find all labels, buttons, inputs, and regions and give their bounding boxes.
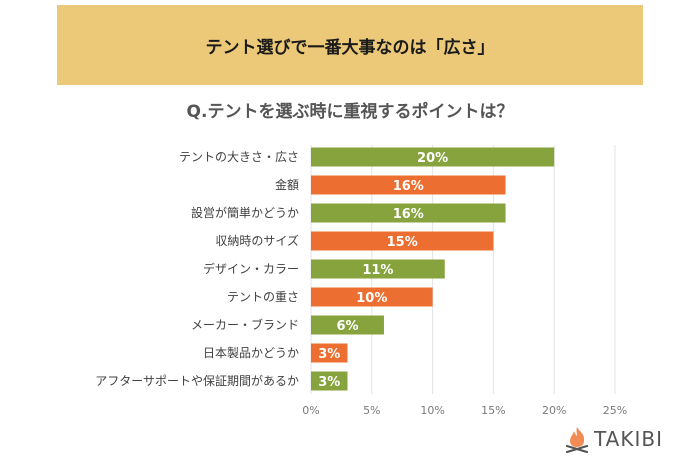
category-label: 収納時のサイズ [215, 233, 299, 248]
x-tick-labels: 0% 5% 10% 15% 20% 25% [302, 404, 627, 417]
logo-text: TAKIBI [594, 427, 663, 451]
takibi-logo: TAKIBI [564, 424, 663, 454]
bar [311, 175, 506, 195]
title-banner: テント選びで一番大事なのは「広さ」 [57, 5, 643, 85]
bar-value-label: 16% [393, 179, 424, 194]
campfire-icon [565, 427, 589, 453]
x-tick-label: 0% [302, 404, 319, 417]
bar [311, 231, 494, 251]
banner-title: テント選びで一番大事なのは「広さ」 [205, 37, 495, 58]
bar-value-label: 3% [318, 375, 340, 390]
bar-value-label: 3% [318, 347, 340, 362]
bar-value-label: 10% [356, 291, 387, 306]
bar-value-label: 20% [417, 151, 448, 166]
bar [311, 147, 555, 167]
category-label: アフターサポートや保証期間があるか [95, 373, 299, 388]
bar-value-label: 6% [336, 319, 358, 334]
category-label: 設営が簡単かどうか [191, 205, 299, 220]
bar-value-label: 11% [362, 263, 393, 278]
bars: 20% 16% 16% 15% 11% 10% 6% 3% 3% [311, 147, 555, 391]
x-tick-label: 15% [481, 404, 505, 417]
bar-value-label: 16% [393, 207, 424, 222]
x-tick-label: 10% [420, 404, 444, 417]
category-labels: テントの大きさ・広さ金額設営が簡単かどうか収納時のサイズデザイン・カラーテントの… [95, 150, 299, 388]
category-label: 金額 [275, 177, 299, 192]
bar-value-label: 15% [387, 235, 418, 250]
bar [311, 259, 445, 279]
category-label: メーカー・ブランド [191, 317, 299, 332]
x-tick-label: 5% [363, 404, 380, 417]
category-label: テントの大きさ・広さ [179, 150, 299, 164]
bar [311, 371, 348, 391]
bar [311, 203, 506, 223]
category-label: デザイン・カラー [203, 261, 299, 276]
bar [311, 343, 348, 363]
chart-title: Q.テントを選ぶ時に重視するポイントは？ [186, 102, 514, 122]
category-label: テントの重さ [227, 290, 299, 304]
x-tick-label: 20% [542, 404, 566, 417]
bar [311, 287, 433, 307]
x-tick-label: 25% [603, 404, 627, 417]
bar [311, 315, 384, 335]
category-label: 日本製品かどうか [203, 346, 299, 360]
